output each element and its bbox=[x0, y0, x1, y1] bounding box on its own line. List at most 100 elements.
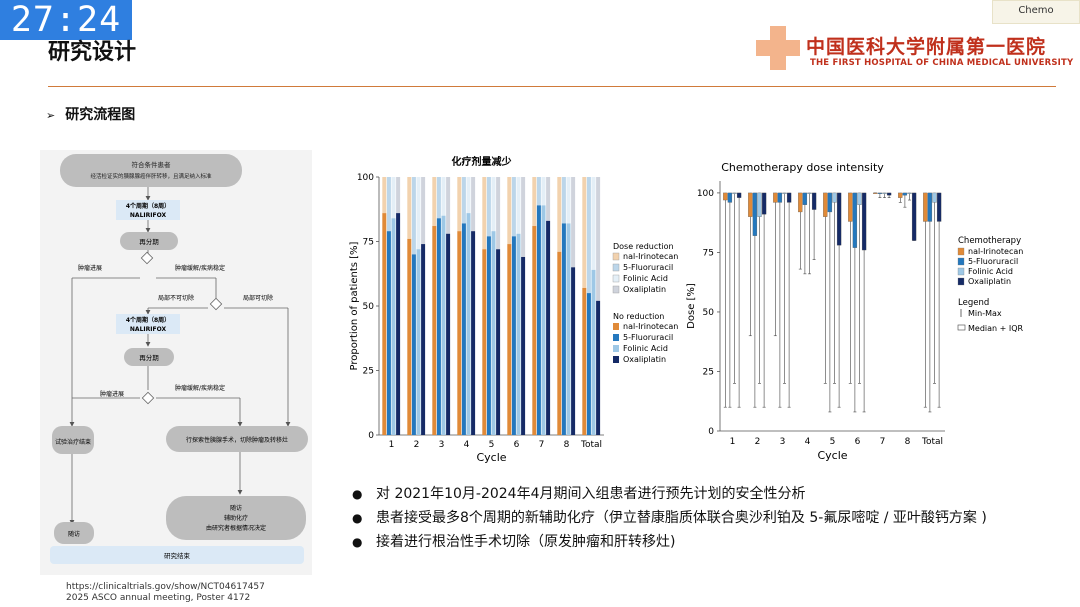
x-tick-label: 3 bbox=[780, 437, 786, 447]
iqr-box bbox=[761, 192, 767, 215]
reduction-bar bbox=[466, 177, 471, 214]
reduction-bar bbox=[491, 177, 496, 232]
no-reduction-bar bbox=[407, 238, 412, 435]
y-tick-label: 100 bbox=[697, 189, 714, 199]
flow-restage-node-1: 再分期 bbox=[120, 232, 178, 250]
iqr-box bbox=[727, 192, 733, 203]
legend-label: Oxaliplatin bbox=[623, 355, 666, 364]
legend-label: Folinic Acid bbox=[623, 274, 668, 283]
reduction-bar bbox=[471, 177, 476, 232]
flow-decision-1 bbox=[140, 251, 154, 265]
legend-label: Oxaliplatin bbox=[623, 285, 666, 294]
flow-node-text: 行探索性胰腺手术，切除肿瘤及转移灶 bbox=[186, 436, 288, 444]
legend-label: Min-Max bbox=[968, 309, 1002, 318]
no-reduction-bar bbox=[571, 267, 576, 435]
no-reduction-bar bbox=[536, 205, 541, 435]
flow-restage-node-2: 再分期 bbox=[124, 348, 174, 366]
no-reduction-bar bbox=[541, 205, 546, 435]
x-tick-label: Total bbox=[580, 440, 602, 450]
x-axis-label: Cycle bbox=[817, 449, 847, 462]
hospital-name-cn: 中国医科大学附属第一医院 bbox=[806, 36, 1047, 58]
y-tick-label: 0 bbox=[368, 431, 374, 441]
iqr-box bbox=[832, 192, 837, 203]
legend-label: nal-Irinotecan bbox=[623, 322, 678, 331]
legend-swatch bbox=[613, 345, 619, 352]
flow-node-text: 4个周期（8周） bbox=[126, 316, 170, 324]
dose-intensity-chart: Chemotherapy dose intensity 0 25 50 75 100 Dos… bbox=[680, 155, 1050, 465]
no-reduction-bar bbox=[496, 249, 501, 435]
chemo-tab[interactable]: Chemo bbox=[992, 0, 1080, 24]
legend-label: 5-Fluoruracil bbox=[968, 257, 1018, 266]
no-reduction-bar bbox=[396, 213, 401, 435]
legend-swatch bbox=[612, 252, 620, 261]
reference-meeting: 2025 ASCO annual meeting, Poster 4172 bbox=[66, 593, 251, 603]
reduction-bar bbox=[482, 177, 487, 250]
legend-swatch bbox=[957, 277, 965, 286]
flow-followup-node-1: 随访 bbox=[54, 522, 94, 544]
x-tick-label: 1 bbox=[730, 437, 736, 447]
iqr-box bbox=[807, 192, 812, 194]
no-reduction-bar bbox=[591, 269, 596, 435]
no-reduction-bar bbox=[421, 244, 426, 435]
reduction-bar bbox=[561, 177, 566, 224]
iqr-box bbox=[782, 192, 787, 194]
iqr-box bbox=[777, 192, 783, 203]
x-tick-label: 5 bbox=[489, 440, 495, 450]
no-reduction-bar bbox=[391, 218, 396, 435]
hospital-name-en: THE FIRST HOSPITAL OF CHINA MEDICAL UNIV… bbox=[810, 58, 1074, 68]
flow-node-text: 辅助化疗 bbox=[224, 514, 248, 522]
x-tick-label: Total bbox=[921, 437, 943, 447]
x-tick-label: 4 bbox=[464, 440, 470, 450]
legend-swatch bbox=[612, 263, 620, 272]
dose-reduction-chart: 化疗剂量减少 0 25 50 75 100 Proportion of patients [… bbox=[345, 155, 690, 475]
flow-surgery-node: 行探索性胰腺手术，切除肿瘤及转移灶 bbox=[166, 426, 308, 452]
timer-overlay: 27:24 bbox=[0, 0, 132, 40]
iqr-box bbox=[836, 192, 842, 246]
flow-label: 局部可切除 bbox=[243, 294, 273, 302]
legend-label: nal-Irinotecan bbox=[623, 252, 678, 261]
x-axis-label: Cycle bbox=[476, 451, 506, 464]
legend-label: 5-Fluoruracil bbox=[623, 263, 673, 272]
iqr-box bbox=[857, 192, 862, 205]
references: https://clinicaltrials.gov/show/NCT04617… bbox=[66, 582, 265, 604]
no-reduction-bar bbox=[411, 254, 416, 435]
reduction-bar bbox=[596, 177, 601, 301]
reduction-bar bbox=[516, 177, 521, 234]
reduction-bar bbox=[557, 177, 562, 252]
flow-node-text: 随访 bbox=[68, 530, 80, 538]
iqr-box bbox=[823, 192, 828, 217]
reference-url[interactable]: https://clinicaltrials.gov/show/NCT04617… bbox=[66, 582, 265, 592]
iqr-box bbox=[932, 192, 937, 203]
iqr-box bbox=[773, 192, 778, 203]
no-reduction-bar bbox=[582, 287, 587, 435]
flow-label: 肿瘤进展 bbox=[100, 390, 124, 398]
flow-node-text: 再分期 bbox=[139, 353, 159, 362]
reduction-bar bbox=[446, 177, 451, 234]
no-reduction-bar bbox=[466, 213, 471, 435]
reduction-bar bbox=[571, 177, 576, 268]
title-divider bbox=[48, 86, 1056, 87]
iqr-box bbox=[902, 192, 908, 196]
iqr-box bbox=[907, 192, 912, 194]
legend-title: No reduction bbox=[613, 312, 664, 321]
iqr-box bbox=[732, 192, 737, 194]
flow-study-end-node: 研究结束 bbox=[50, 546, 304, 564]
flow-node-text: 再分期 bbox=[139, 237, 159, 246]
legend-swatch bbox=[957, 267, 965, 276]
no-reduction-bar bbox=[482, 249, 487, 435]
y-tick-label: 75 bbox=[363, 238, 374, 248]
x-tick-label: 5 bbox=[830, 437, 836, 447]
y-tick-label: 0 bbox=[708, 427, 714, 437]
flow-end-trial-node: 试验治疗结束 bbox=[52, 426, 94, 454]
reduction-bar bbox=[407, 177, 412, 239]
legend-label: Folinic Acid bbox=[968, 267, 1013, 276]
no-reduction-bar bbox=[386, 231, 391, 435]
reduction-bar bbox=[382, 177, 387, 214]
reduction-bar bbox=[591, 177, 596, 270]
reduction-bar bbox=[391, 177, 396, 219]
finding-item: 对 2021年10月-2024年4月期间入组患者进行预先计划的安全性分析 bbox=[352, 482, 1072, 506]
iqr-box bbox=[798, 192, 803, 213]
iqr-box bbox=[752, 192, 758, 236]
legend-title: Legend bbox=[958, 298, 989, 308]
no-reduction-bar bbox=[471, 231, 476, 435]
